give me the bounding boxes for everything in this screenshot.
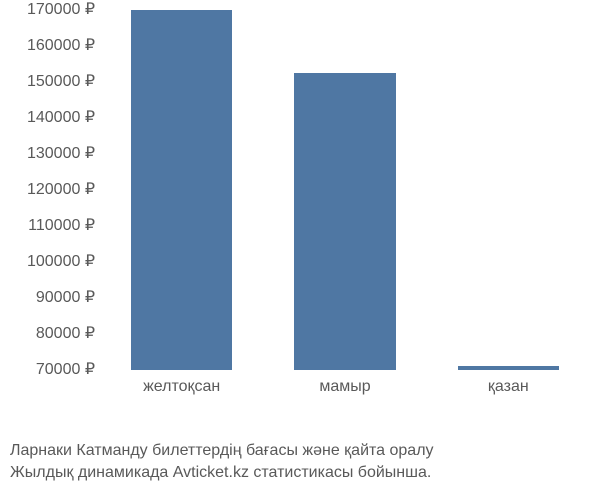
y-tick-label: 110000 ₽ [28, 218, 95, 234]
x-tick-label: желтоқсан [143, 378, 220, 396]
bar [294, 73, 395, 370]
caption-line-1: Ларнаки Катманду билеттердің бағасы және… [10, 440, 590, 462]
y-tick-label: 90000 ₽ [36, 290, 95, 306]
y-tick-label: 100000 ₽ [27, 254, 95, 270]
y-tick-label: 120000 ₽ [27, 182, 95, 198]
chart-caption: Ларнаки Катманду билеттердің бағасы және… [10, 440, 590, 483]
y-tick-label: 80000 ₽ [36, 326, 95, 342]
bar [131, 10, 232, 370]
y-tick-label: 170000 ₽ [27, 2, 95, 18]
price-bar-chart: 70000 ₽ 80000 ₽ 90000 ₽ 100000 ₽ 110000 ₽ 120… [0, 0, 600, 430]
bar [458, 366, 559, 370]
x-axis: желтоқсан мамыр қазан [100, 378, 590, 408]
y-tick-label: 130000 ₽ [27, 146, 95, 162]
plot-area [100, 10, 590, 370]
caption-line-2: Жылдық динамикада Avticket.kz статистика… [10, 462, 590, 484]
y-tick-label: 70000 ₽ [36, 362, 95, 378]
x-tick-label: қазан [488, 378, 529, 396]
y-tick-label: 160000 ₽ [27, 38, 95, 54]
y-tick-label: 150000 ₽ [27, 74, 95, 90]
x-tick-label: мамыр [319, 378, 370, 396]
y-axis: 70000 ₽80000 ₽90000 ₽100000 ₽110000 ₽120… [0, 10, 95, 370]
y-tick-label: 140000 ₽ [27, 110, 95, 126]
